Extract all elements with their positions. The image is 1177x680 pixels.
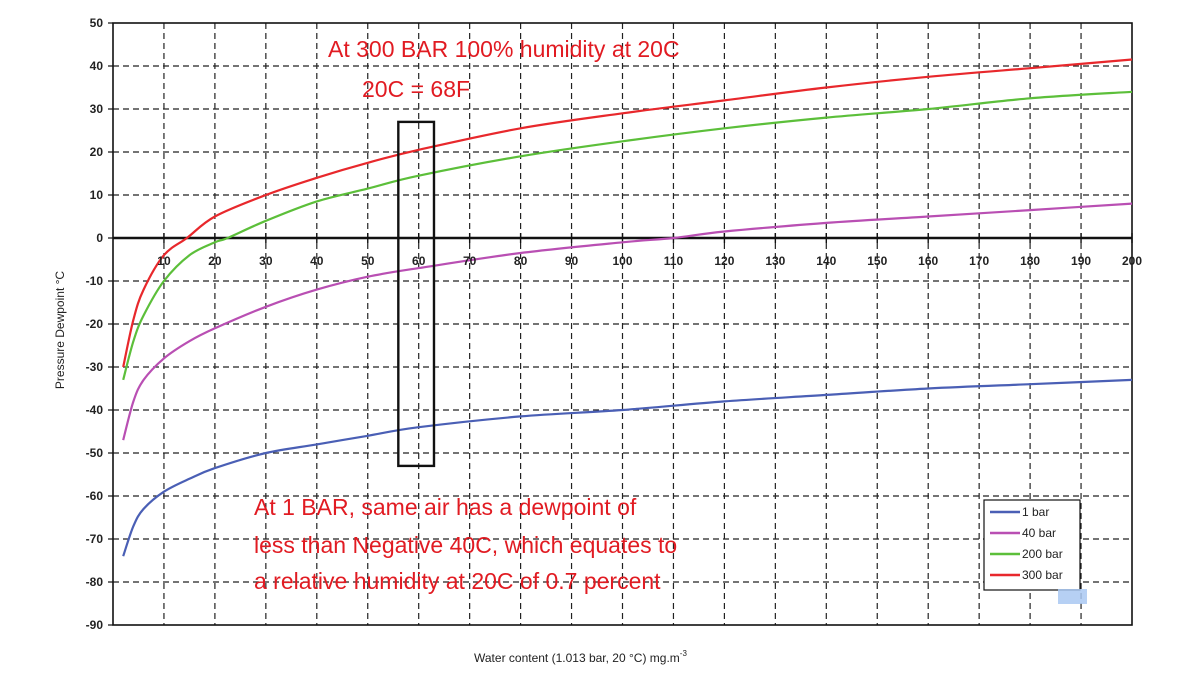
legend-label: 40 bar — [1022, 526, 1056, 540]
annotation-bottom-line2: less than Negative 40C, which equates to — [254, 532, 677, 558]
y-tick-label: 0 — [96, 231, 103, 245]
y-tick-label: -20 — [86, 317, 104, 331]
x-tick-label: 100 — [612, 254, 632, 268]
legend: 1 bar 40 bar 200 bar 300 bar — [983, 499, 1087, 604]
y-tick-label: -80 — [86, 575, 104, 589]
annotation-bottom-line3: a relative humidity at 20C of 0.7 percen… — [254, 568, 661, 594]
series-line-300-bar — [122, 58, 1133, 368]
highlight-box — [397, 120, 436, 468]
y-tick-label: 10 — [90, 188, 104, 202]
y-tick-label: -90 — [86, 618, 104, 632]
x-tick-label: 190 — [1071, 254, 1091, 268]
tick-labels: 50403020100-10-20-30-40-50-60-70-80-9010… — [86, 16, 1143, 632]
legend-label: 1 bar — [1022, 505, 1049, 519]
x-tick-label: 30 — [259, 254, 273, 268]
y-tick-label: -30 — [86, 360, 104, 374]
series-lines — [122, 58, 1133, 557]
y-tick-label: -40 — [86, 403, 104, 417]
axes — [108, 22, 1133, 626]
annotation-top-line1: At 300 BAR 100% humidity at 20C — [328, 36, 680, 62]
y-tick-label: 40 — [90, 59, 104, 73]
x-tick-label: 40 — [310, 254, 324, 268]
highlight-rectangle — [397, 120, 436, 468]
x-tick-label: 200 — [1122, 254, 1142, 268]
y-tick-label: -60 — [86, 489, 104, 503]
legend-label: 200 bar — [1022, 547, 1063, 561]
x-tick-label: 10 — [157, 254, 171, 268]
y-tick-label: 30 — [90, 102, 104, 116]
y-tick-label: -50 — [86, 446, 104, 460]
annotation-bottom-line1: At 1 BAR, same air has a dewpoint of — [254, 494, 637, 520]
y-tick-label: -10 — [86, 274, 104, 288]
series-line-40-bar — [122, 202, 1133, 441]
x-tick-label: 60 — [412, 254, 426, 268]
x-tick-label: 140 — [816, 254, 836, 268]
y-tick-label: 50 — [90, 16, 104, 30]
series-line-200-bar — [122, 90, 1133, 381]
x-tick-label: 160 — [918, 254, 938, 268]
x-tick-label: 50 — [361, 254, 375, 268]
legend-highlight-swatch — [1058, 589, 1087, 604]
x-axis-title-main: Water content (1.013 bar, 20 °C) mg.m — [474, 651, 680, 665]
y-tick-label: -70 — [86, 532, 104, 546]
y-axis-title: Pressure Dewpoint °C — [53, 271, 67, 390]
x-tick-label: 20 — [208, 254, 222, 268]
x-tick-label: 150 — [867, 254, 887, 268]
x-axis-title: Water content (1.013 bar, 20 °C) mg.m-3 — [474, 649, 687, 665]
x-tick-label: 80 — [514, 254, 528, 268]
x-tick-label: 130 — [765, 254, 785, 268]
x-tick-label: 170 — [969, 254, 989, 268]
x-tick-label: 180 — [1020, 254, 1040, 268]
x-tick-label: 110 — [664, 254, 684, 268]
x-tick-label: 90 — [565, 254, 579, 268]
x-tick-label: 120 — [714, 254, 734, 268]
x-tick-label: 70 — [463, 254, 477, 268]
legend-label: 300 bar — [1022, 568, 1063, 582]
y-tick-label: 20 — [90, 145, 104, 159]
x-axis-title-superscript: -3 — [680, 649, 688, 658]
series-line-1-bar — [122, 378, 1133, 557]
grid — [113, 23, 1132, 625]
annotation-top-line2: 20C = 68F — [362, 76, 470, 102]
